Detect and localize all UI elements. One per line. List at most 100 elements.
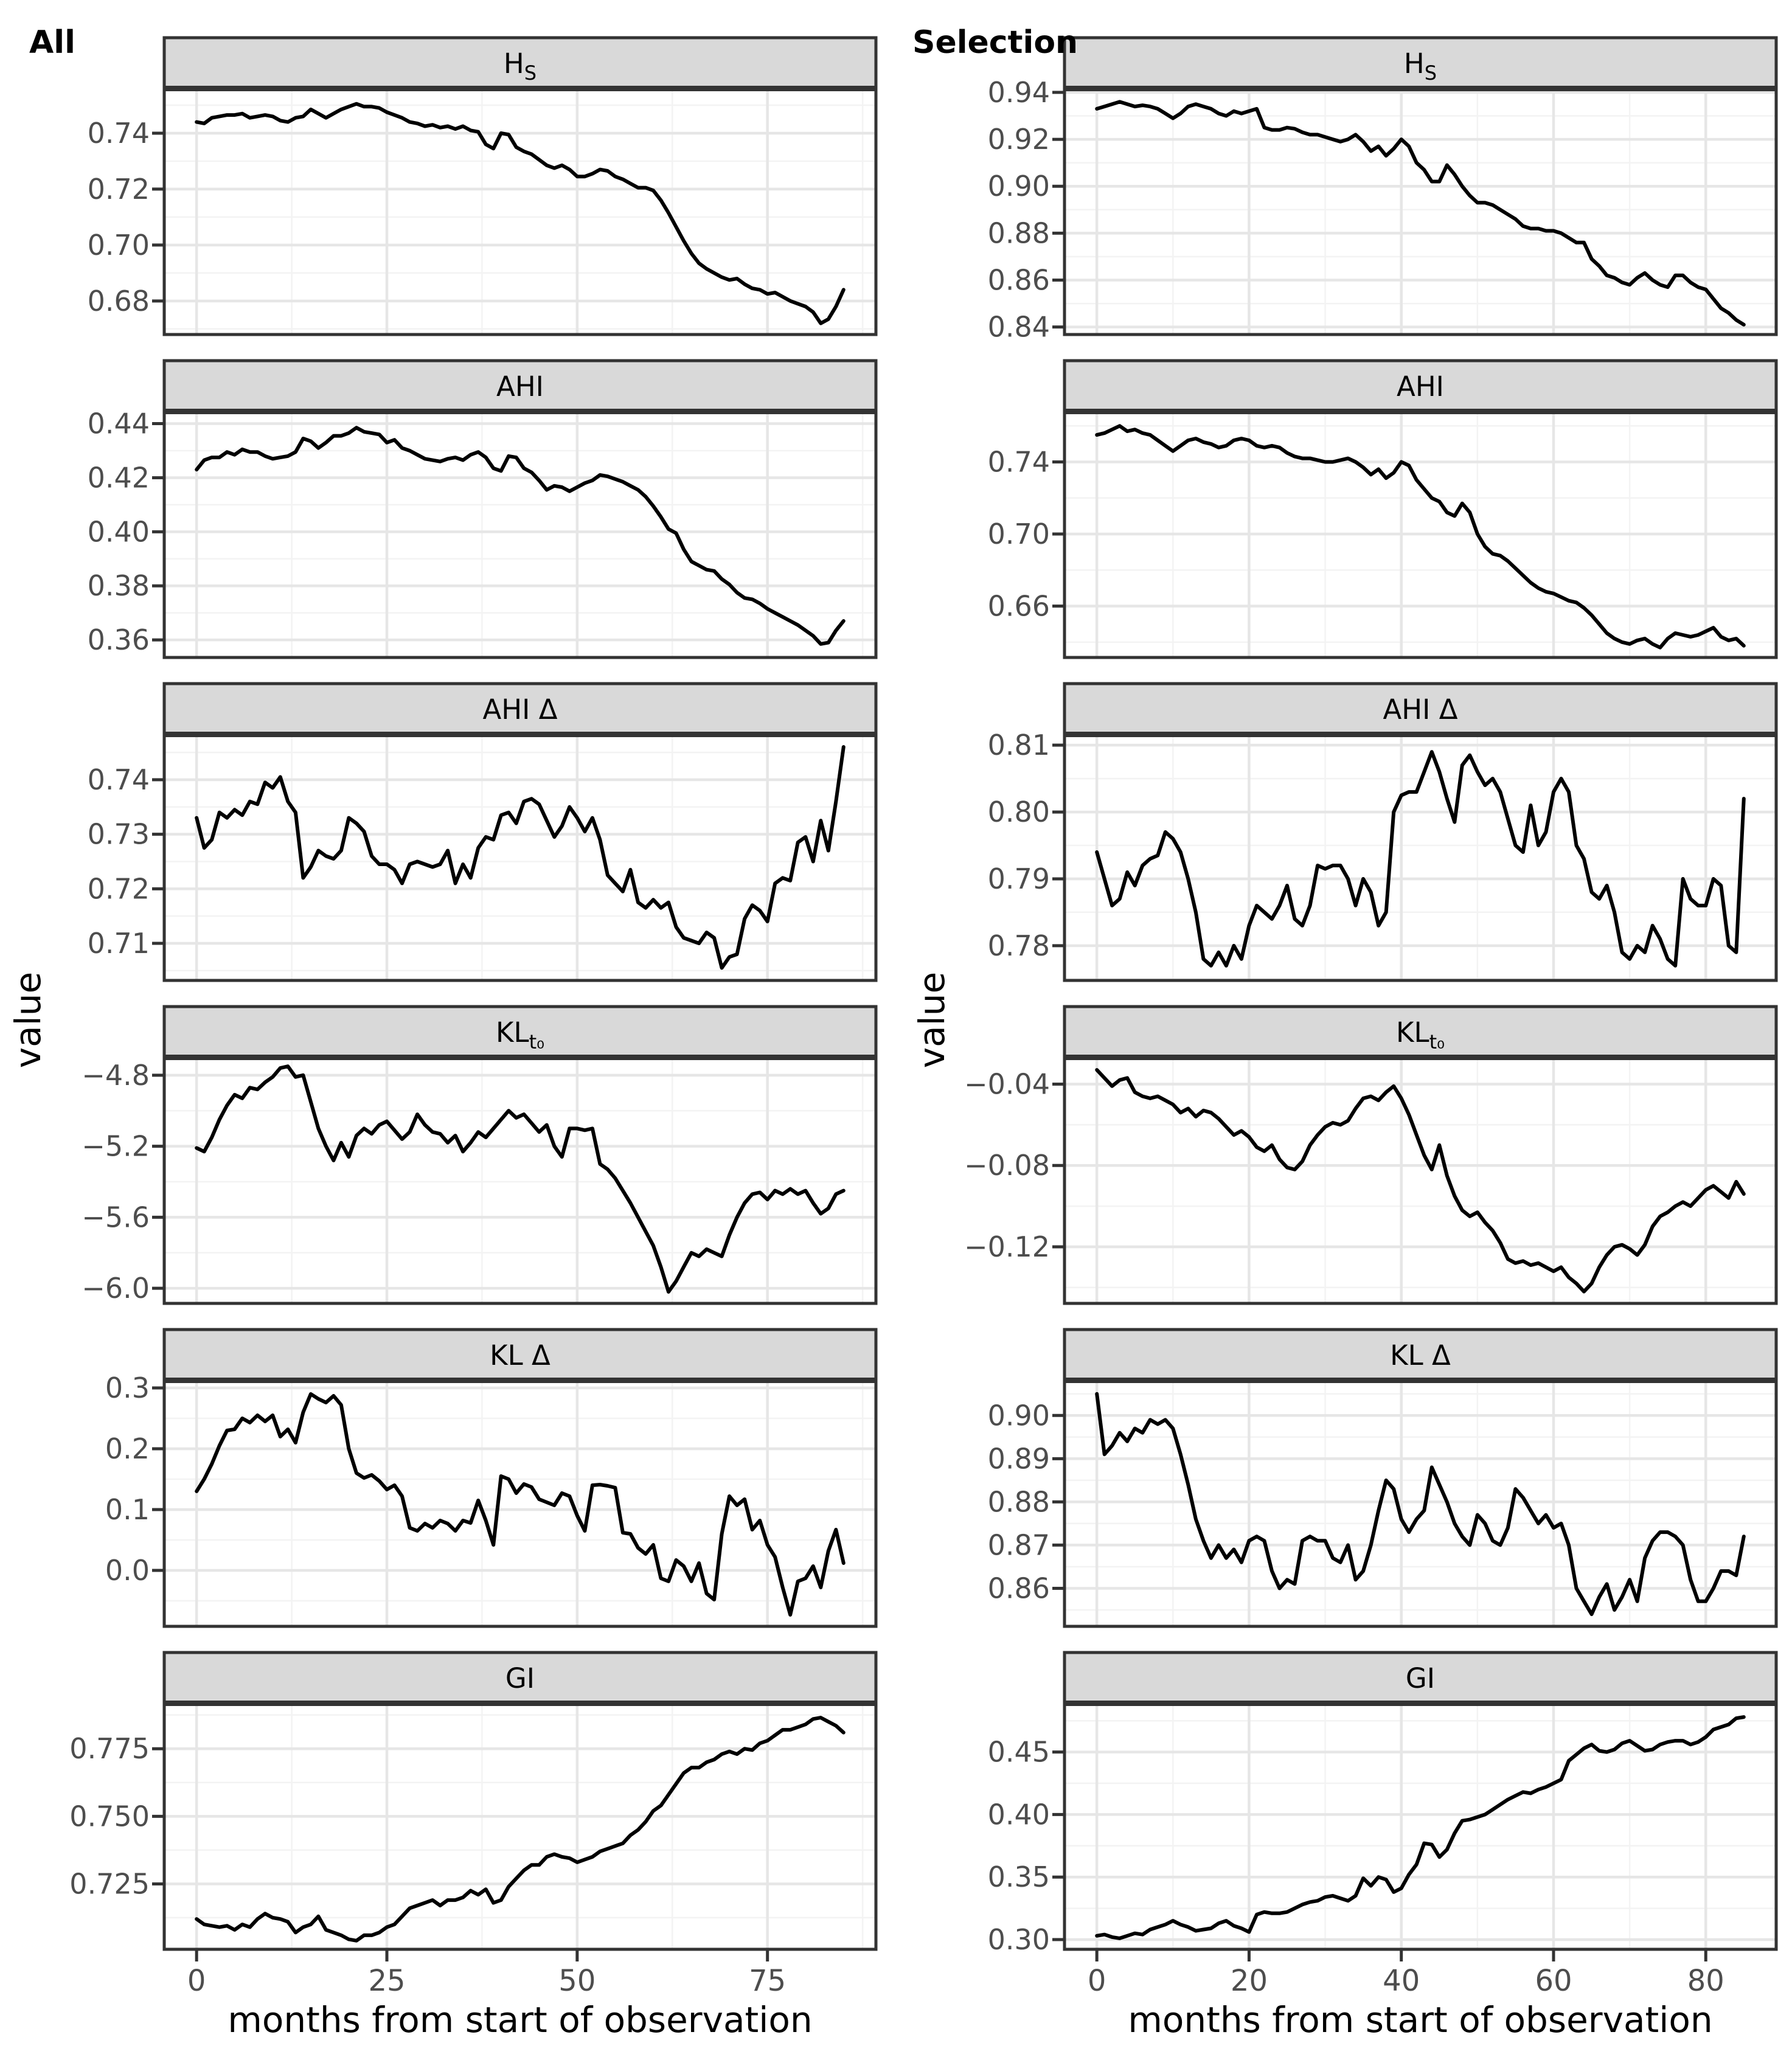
y-tick-label: 0.88 <box>988 1485 1050 1518</box>
panel-border <box>1063 1651 1778 1951</box>
series-line <box>1095 100 1746 327</box>
y-axis-ticks: 0.45 0.40 0.35 0.30 <box>988 1736 1064 1956</box>
y-tick-label: 0.88 <box>988 217 1050 249</box>
y-tick-label: 0.35 <box>988 1861 1050 1893</box>
y-tick-label: 0.725 <box>69 1867 150 1900</box>
facet-strip <box>1064 1330 1776 1383</box>
y-axis-ticks: 0.90 0.89 0.88 0.87 0.86 <box>988 1399 1064 1604</box>
facet-strip <box>164 684 876 737</box>
y-tick-label: 0.42 <box>88 461 150 494</box>
y-tick-label: 0.78 <box>988 929 1050 962</box>
y-tick-label: 0.92 <box>988 123 1050 156</box>
facet-strip-label: HS <box>504 47 537 85</box>
facet-strip-label: KLt₀ <box>496 1016 544 1053</box>
y-tick-label: −0.04 <box>964 1067 1050 1100</box>
series-line <box>1095 750 1746 968</box>
series-line <box>1095 1068 1746 1294</box>
grid-major <box>164 1383 876 1626</box>
y-tick-label: 0.86 <box>988 1572 1050 1604</box>
grid-minor <box>164 91 876 335</box>
x-tick-label: 75 <box>749 1964 786 1998</box>
y-tick-label: 0.68 <box>88 285 150 317</box>
facet-strip-label: KLt₀ <box>1396 1016 1445 1053</box>
x-axis-title-left: months from start of observation <box>227 1999 813 2041</box>
facet-strip-label: KL Δ <box>490 1339 550 1372</box>
grid-minor <box>164 737 876 980</box>
y-tick-label: 0.66 <box>988 590 1050 623</box>
grid-major <box>1064 91 1776 335</box>
y-axis-ticks: −0.04 −0.08 −0.12 <box>964 1067 1064 1263</box>
series-line <box>1095 1715 1746 1940</box>
y-axis-ticks: 0.74 0.72 0.70 0.68 <box>88 117 164 317</box>
panel-border <box>162 1005 878 1305</box>
panel-border <box>162 359 878 659</box>
y-tick-label: 0.72 <box>88 872 150 905</box>
grid-minor <box>1064 1060 1776 1303</box>
y-tick-label: −5.2 <box>82 1130 150 1163</box>
series-line <box>195 1392 846 1617</box>
facet-strip <box>164 1653 876 1706</box>
facet-strip-label: AHI <box>496 370 544 403</box>
panel-background <box>164 414 876 657</box>
y-tick-label: 0.87 <box>988 1528 1050 1561</box>
series-line <box>1095 424 1746 650</box>
facet-all-hs: HS 0.74 0.72 0.70 0.68 <box>88 36 878 336</box>
facet-all-ahi: AHI 0.44 0.42 0.40 0.38 0.36 <box>88 359 878 659</box>
y-tick-label: 0.38 <box>88 569 150 602</box>
series-line <box>195 1064 846 1294</box>
y-tick-label: −4.8 <box>82 1059 150 1092</box>
x-tick-label: 60 <box>1535 1964 1572 1998</box>
y-tick-label: 0.79 <box>988 862 1050 895</box>
grid-minor <box>1064 1706 1776 1949</box>
y-tick-label: 0.86 <box>988 264 1050 297</box>
y-tick-label: 0.0 <box>105 1554 150 1587</box>
y-tick-label: 0.30 <box>988 1923 1050 1956</box>
panel-border <box>1063 1328 1778 1628</box>
y-tick-label: 0.74 <box>88 763 150 796</box>
grid-minor <box>164 1060 876 1303</box>
y-tick-label: 0.3 <box>105 1372 150 1404</box>
grid-major <box>1064 414 1776 657</box>
panel-background <box>164 1706 876 1949</box>
panel-background <box>164 1383 876 1626</box>
y-axis-ticks: 0.81 0.80 0.79 0.78 <box>988 729 1064 962</box>
facet-strip <box>1064 1653 1776 1706</box>
facet-strip <box>164 1007 876 1060</box>
grid-major <box>164 1706 876 1949</box>
y-tick-label: 0.80 <box>988 796 1050 828</box>
y-tick-label: 0.40 <box>988 1798 1050 1831</box>
y-tick-label: 0.70 <box>88 229 150 262</box>
facet-selection-kl-delta: KL Δ 0.90 0.89 0.88 0.87 0.86 <box>988 1328 1778 1628</box>
facet-strip-label: GI <box>505 1662 535 1694</box>
y-tick-label: 0.45 <box>988 1736 1050 1769</box>
y-axis-title-left: value <box>7 971 49 1069</box>
facet-strip-label: GI <box>1406 1662 1435 1694</box>
grid-minor <box>1064 414 1776 657</box>
panel-border <box>1063 682 1778 982</box>
y-axis-ticks: 0.775 0.750 0.725 <box>69 1732 164 1900</box>
facet-selection-ahi-delta: AHI Δ 0.81 0.80 0.79 0.78 <box>988 682 1778 982</box>
y-tick-label: 0.90 <box>988 170 1050 203</box>
y-tick-label: 0.74 <box>988 446 1050 479</box>
y-tick-label: 0.1 <box>105 1493 150 1526</box>
facet-all-kl-delta: KL Δ 0.3 0.2 0.1 0.0 <box>105 1328 878 1628</box>
grid-major <box>164 414 876 657</box>
grid-minor <box>164 1383 876 1626</box>
y-axis-ticks: 0.74 0.73 0.72 0.71 <box>88 763 164 960</box>
panel-background <box>1064 91 1776 335</box>
panel-background <box>164 737 876 980</box>
facet-selection-ahi: AHI 0.74 0.70 0.66 <box>988 359 1778 659</box>
x-tick-label: 20 <box>1231 1964 1268 1998</box>
facet-selection-hs: HS 0.94 0.92 0.90 0.88 0.86 0.84 <box>988 36 1778 344</box>
y-tick-label: 0.84 <box>988 311 1050 344</box>
y-tick-label: 0.74 <box>88 117 150 150</box>
grid-minor <box>164 414 876 657</box>
facet-strip <box>164 38 876 91</box>
facet-all-ahi-delta: AHI Δ 0.74 0.73 0.72 0.71 <box>88 682 878 982</box>
panel-background <box>1064 1383 1776 1626</box>
facet-strip <box>164 361 876 414</box>
x-tick-label: 50 <box>558 1964 596 1998</box>
y-tick-label: −6.0 <box>82 1272 150 1305</box>
facet-strip-label: AHI Δ <box>483 693 558 726</box>
